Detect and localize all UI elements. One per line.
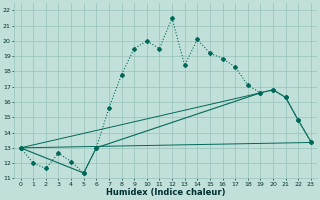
X-axis label: Humidex (Indice chaleur): Humidex (Indice chaleur)	[106, 188, 226, 197]
